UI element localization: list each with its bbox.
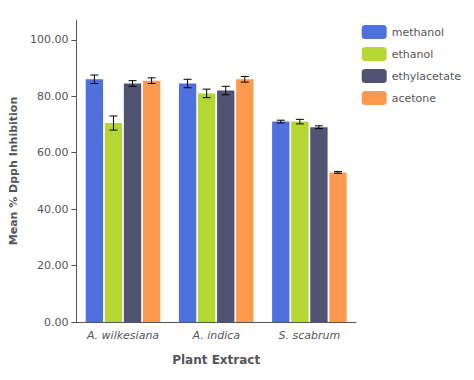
svg-text:A. wilkesiana: A. wilkesiana [86,329,159,342]
svg-text:40.00: 40.00 [37,203,69,216]
svg-text:0.00: 0.00 [44,316,69,329]
svg-text:20.00: 20.00 [37,259,69,272]
svg-text:Plant Extract: Plant Extract [172,353,260,367]
svg-text:80.00: 80.00 [37,90,69,103]
svg-text:S. scabrum: S. scabrum [279,329,341,342]
svg-text:acetone: acetone [392,92,437,105]
svg-text:A. indica: A. indica [191,329,240,342]
svg-text:ethanol: ethanol [392,48,434,61]
svg-text:100.00: 100.00 [30,33,69,46]
svg-text:60.00: 60.00 [37,146,69,159]
svg-text:Mean % Dpph Inhibition: Mean % Dpph Inhibition [7,97,20,245]
svg-text:methanol: methanol [392,26,444,39]
svg-text:ethylacetate: ethylacetate [392,70,462,83]
